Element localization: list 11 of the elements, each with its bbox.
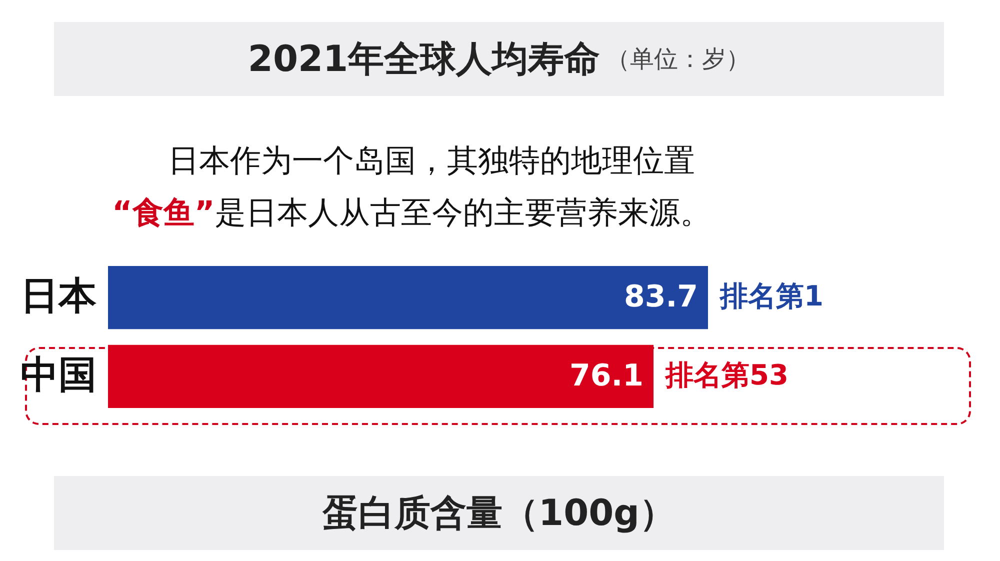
y-tick-label: 日本	[20, 274, 96, 318]
text: “食鱼”是日本人从古至今的主要营养来源。	[112, 194, 711, 233]
y-tick-label: 中国	[20, 352, 96, 396]
text: 日本作为一个岛国，其独特的地理位置	[168, 142, 695, 181]
data-label: 76.1	[569, 358, 644, 394]
chart-title: 2021年全球人均寿命	[248, 38, 600, 80]
annotation: 排名第1	[719, 280, 824, 313]
chart-subtitle: （单位：岁）	[606, 44, 750, 75]
text: 蛋白质含量（100g）	[54, 476, 944, 550]
data-label: 83.7	[624, 280, 698, 315]
annotation: 排名第53	[664, 358, 788, 392]
